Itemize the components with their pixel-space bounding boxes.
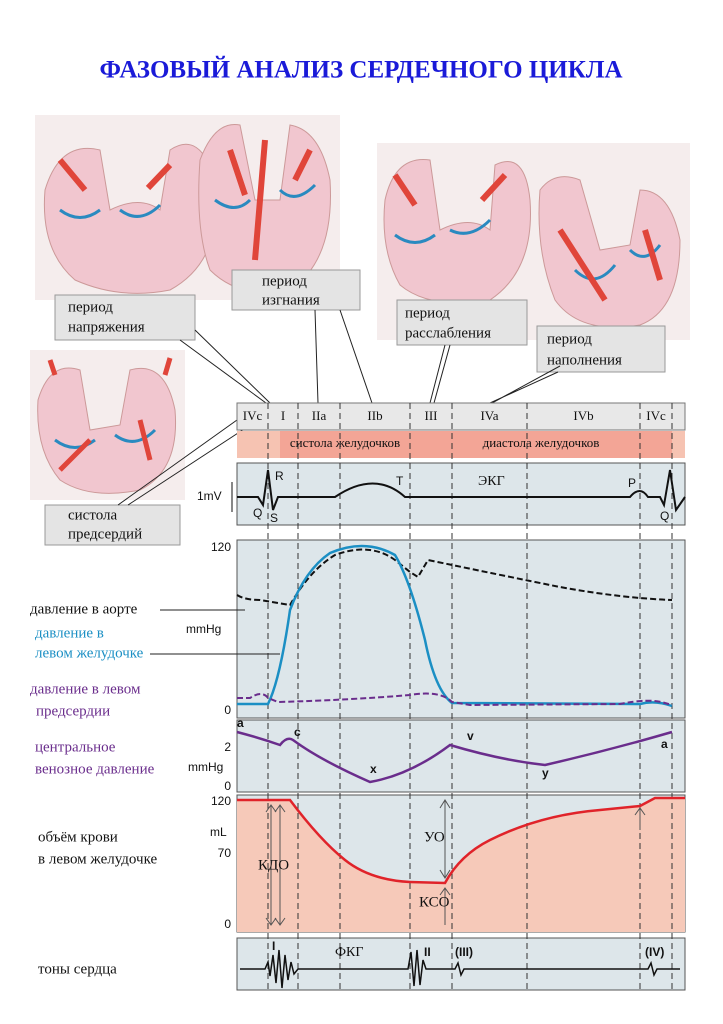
diastole-band <box>410 431 672 458</box>
systole-band <box>280 431 410 458</box>
tick-label: 0 <box>224 917 231 931</box>
title: ФАЗОВЫЙ АНАЛИЗ СЕРДЕЧНОГО ЦИКЛА <box>99 56 622 84</box>
callout-text: систола <box>68 507 117 523</box>
atrium-pressure <box>237 692 673 707</box>
tick-label: 2 <box>224 740 231 754</box>
phase-label: IVa <box>480 408 498 423</box>
phase-label: IIb <box>367 408 382 423</box>
callout-text: расслабления <box>405 325 491 341</box>
volume-trace <box>237 796 685 885</box>
ecg-panel <box>236 462 686 526</box>
phase-label: I <box>281 408 285 423</box>
pcg-sound: (IV) <box>645 945 664 959</box>
callout-box <box>44 504 181 546</box>
callout-text: период <box>547 331 592 347</box>
band-label: систола желудочков <box>290 435 400 450</box>
ecg-wave: T <box>396 474 404 488</box>
cvp-wave: a <box>661 737 668 751</box>
volume-label: в левом желудочке <box>38 851 157 867</box>
atrium-label: давление в левом <box>30 681 141 697</box>
band-label: диастола желудочков <box>483 435 600 450</box>
phase-label: III <box>425 408 438 423</box>
callout-text: период <box>262 273 307 289</box>
cvp-wave: y <box>542 766 549 780</box>
aorta-label: давление в аорте <box>30 601 138 617</box>
cvp-label: центральное <box>35 739 116 755</box>
ventricle-label: давление в <box>35 625 104 641</box>
callout-text: период <box>405 305 450 321</box>
unit-label: mL <box>210 825 227 839</box>
volume-label: объём крови <box>38 829 118 845</box>
pcg-panel <box>236 937 686 991</box>
callout-text: напряжения <box>68 319 145 335</box>
heart-illustration-1 <box>35 115 340 300</box>
ecg-wave: R <box>275 469 284 483</box>
pcg-trace <box>240 949 680 989</box>
unit-label: mmHg <box>186 622 221 636</box>
cvp-wave: a <box>237 716 244 730</box>
volume-mark: КСО <box>419 894 450 910</box>
ecg-wave: Q <box>253 506 262 520</box>
ventricle-label: левом желудочке <box>35 645 144 661</box>
ecg-trace <box>237 469 686 513</box>
pcg-sound: (III) <box>455 945 473 959</box>
phase-label: IVb <box>573 408 593 423</box>
aorta-pressure <box>236 548 673 607</box>
cvp-panel <box>236 719 686 793</box>
pcg-sound: II <box>424 945 431 959</box>
cvp-wave: c <box>294 725 301 739</box>
callout-box <box>396 299 528 346</box>
volume-mark: УО <box>424 829 445 845</box>
pointer-lines <box>117 309 561 506</box>
cvp-trace <box>236 730 673 784</box>
ecg-wave: Q <box>660 509 669 523</box>
phase-label: IVc <box>243 408 263 423</box>
tick-label: 0 <box>224 703 231 717</box>
cvp-wave: x <box>370 762 377 776</box>
callout-box <box>54 294 196 341</box>
callout-text: изгнания <box>262 292 320 308</box>
tick-label: 120 <box>211 540 231 554</box>
tick-label: 70 <box>218 846 232 860</box>
pcg-side-label: тоны сердца <box>38 961 117 977</box>
pcg-label: ФКГ <box>335 945 364 960</box>
cvp-wave: v <box>467 729 474 743</box>
heart-illustration-3 <box>30 350 185 500</box>
volume-arrows <box>265 799 646 926</box>
callout-box <box>536 325 666 373</box>
atrium-label: предсердии <box>36 703 110 719</box>
pcg-sound: I <box>272 939 275 953</box>
phase-row <box>236 402 686 431</box>
phase-label: IIa <box>312 408 327 423</box>
cvp-label: венозное давление <box>35 761 155 777</box>
tick-label: 0 <box>224 779 231 793</box>
volume-area <box>237 798 685 932</box>
callout-text: период <box>68 299 113 315</box>
phase-labels: IVc I IIa IIb III IVa IVb IVc <box>243 408 666 423</box>
ecg-wave: S <box>270 511 278 525</box>
unit-label: mmHg <box>188 760 223 774</box>
callout-text: предсердий <box>68 526 142 542</box>
tick-label: 120 <box>211 794 231 808</box>
ecg-label: ЭКГ <box>478 474 505 489</box>
ecg-scale: 1mV <box>197 489 222 503</box>
ecg-wave: P <box>628 476 636 490</box>
phase-label: IVc <box>646 408 666 423</box>
volume-mark: КДО <box>258 857 289 873</box>
callout-box <box>231 269 361 311</box>
callout-text: наполнения <box>547 352 622 368</box>
